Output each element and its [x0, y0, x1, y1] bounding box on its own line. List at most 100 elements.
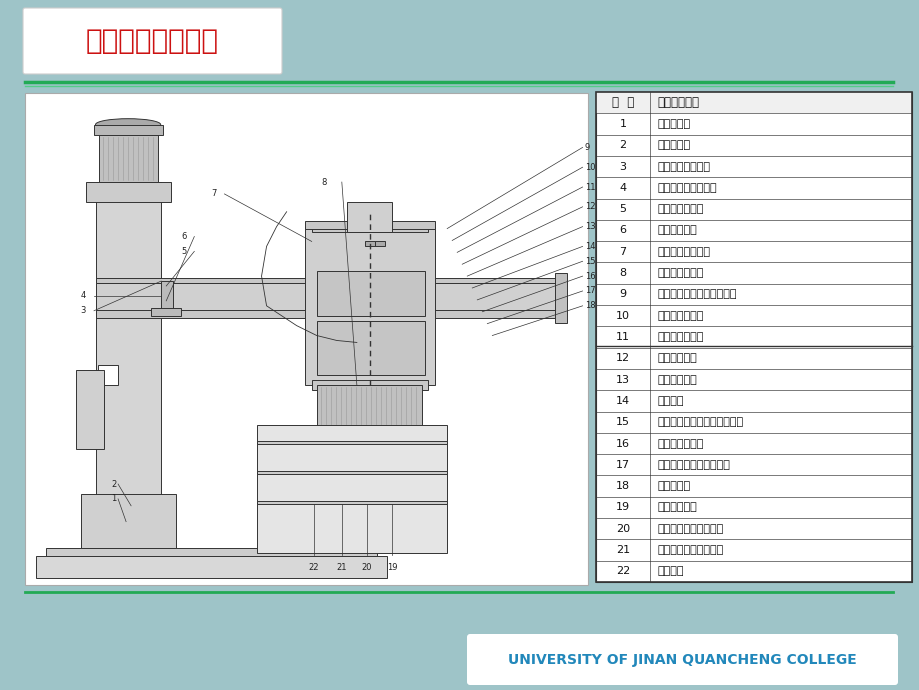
- Text: 接通、断开机动进给手柄: 接通、断开机动进给手柄: [657, 460, 730, 470]
- Text: 10: 10: [584, 163, 595, 172]
- Bar: [346, 202, 391, 232]
- Text: 7: 7: [210, 190, 216, 199]
- Circle shape: [124, 242, 132, 250]
- Text: 3: 3: [81, 306, 85, 315]
- Circle shape: [416, 288, 423, 294]
- Circle shape: [416, 264, 423, 269]
- Text: 5: 5: [181, 247, 186, 256]
- Text: 主轴正反转、变速、空挡手柄: 主轴正反转、变速、空挡手柄: [657, 417, 743, 427]
- Bar: [89, 533, 168, 549]
- Bar: [99, 135, 158, 182]
- Bar: [256, 501, 447, 504]
- Bar: [81, 494, 176, 549]
- Text: 14: 14: [584, 242, 595, 251]
- Bar: [312, 224, 427, 232]
- Text: 9: 9: [618, 289, 626, 299]
- Text: 刻度盘微调手把: 刻度盘微调手把: [657, 268, 703, 278]
- Bar: [94, 125, 163, 135]
- Text: 17: 17: [615, 460, 630, 470]
- Text: 部  位: 部 位: [611, 96, 633, 109]
- Text: 16: 16: [584, 272, 595, 281]
- FancyBboxPatch shape: [467, 634, 897, 685]
- Text: 21: 21: [336, 563, 346, 572]
- Text: 15: 15: [615, 417, 630, 427]
- Bar: [316, 271, 425, 316]
- Text: 21: 21: [615, 545, 630, 555]
- Text: 主电机启动按钮: 主电机启动按钮: [657, 310, 703, 321]
- Text: 11: 11: [615, 332, 630, 342]
- Ellipse shape: [320, 435, 420, 447]
- Bar: [96, 283, 557, 310]
- Bar: [76, 370, 104, 449]
- Bar: [98, 365, 118, 385]
- Text: 主轴箱、立柱松开按钮: 主轴箱、立柱松开按钮: [657, 524, 723, 534]
- Bar: [96, 310, 557, 317]
- Text: 13: 13: [584, 222, 595, 231]
- Text: 6: 6: [618, 226, 626, 235]
- Text: 9: 9: [584, 143, 589, 152]
- Text: 22: 22: [615, 566, 630, 576]
- Text: 主轴进给量预选旋扭: 主轴进给量预选旋扭: [657, 183, 717, 193]
- Text: 20: 20: [361, 563, 372, 572]
- Text: 3: 3: [618, 161, 626, 172]
- Bar: [596, 92, 911, 582]
- Text: 6: 6: [181, 232, 186, 241]
- Text: 8: 8: [618, 268, 626, 278]
- Bar: [554, 273, 566, 323]
- FancyBboxPatch shape: [23, 8, 282, 74]
- Bar: [85, 182, 171, 202]
- Text: 摇臂下降按钮: 摇臂下降按钮: [657, 375, 697, 384]
- Text: 19: 19: [386, 563, 397, 572]
- Text: 8: 8: [321, 177, 326, 186]
- Text: 操纵手柄名称: 操纵手柄名称: [657, 96, 699, 109]
- Text: 主轴箱、立柱夹紧按钮: 主轴箱、立柱夹紧按钮: [657, 545, 723, 555]
- Circle shape: [342, 248, 398, 304]
- Bar: [256, 471, 447, 474]
- Ellipse shape: [96, 119, 161, 130]
- Text: 15: 15: [584, 257, 595, 266]
- Bar: [312, 431, 426, 438]
- Text: 2: 2: [618, 140, 626, 150]
- Circle shape: [416, 275, 423, 281]
- Text: 总停按钮: 总停按钮: [657, 396, 684, 406]
- Text: 16: 16: [615, 439, 630, 449]
- Text: 微动进给手轮: 微动进给手轮: [657, 502, 697, 513]
- Text: 12: 12: [584, 202, 595, 211]
- Text: 18: 18: [584, 302, 595, 310]
- Text: 1: 1: [111, 495, 116, 504]
- Bar: [312, 380, 427, 390]
- Bar: [151, 308, 181, 316]
- Text: 冷却开关: 冷却开关: [657, 566, 684, 576]
- Text: 主轴箱移动手轮: 主轴箱移动手轮: [657, 204, 703, 214]
- Text: 10: 10: [615, 310, 630, 321]
- Text: 5: 5: [618, 204, 626, 214]
- Text: 冷却泵开关: 冷却泵开关: [657, 119, 690, 129]
- Text: 4: 4: [618, 183, 626, 193]
- Text: 定程切削限位手柄: 定程切削限位手柄: [657, 247, 710, 257]
- Text: UNIVERSITY OF JINAN QUANCHENG COLLEGE: UNIVERSITY OF JINAN QUANCHENG COLLEGE: [507, 653, 856, 667]
- Circle shape: [351, 258, 388, 294]
- Bar: [256, 442, 447, 444]
- Bar: [304, 221, 435, 228]
- Bar: [96, 182, 161, 549]
- Text: 1: 1: [618, 119, 626, 129]
- Text: 主轴平衡调整轴: 主轴平衡调整轴: [657, 439, 703, 449]
- Text: 摇臂上升按钮: 摇臂上升按钮: [657, 353, 697, 364]
- Text: 主轴箱、立柱夹紧选择开关: 主轴箱、立柱夹紧选择开关: [657, 289, 736, 299]
- Circle shape: [364, 270, 376, 282]
- Text: 13: 13: [615, 375, 630, 384]
- Text: 主电机停止按钮: 主电机停止按钮: [657, 332, 703, 342]
- Text: 4: 4: [81, 291, 85, 300]
- Bar: [25, 93, 587, 585]
- Bar: [316, 321, 425, 375]
- Bar: [161, 281, 173, 310]
- Text: 7: 7: [618, 247, 626, 257]
- Bar: [365, 241, 375, 246]
- Bar: [596, 92, 911, 113]
- Circle shape: [416, 251, 423, 257]
- Text: 12: 12: [615, 353, 630, 364]
- Text: 14: 14: [615, 396, 630, 406]
- Text: 主轴转速预选旋扭: 主轴转速预选旋扭: [657, 161, 710, 172]
- Text: 主轴移动手柄: 主轴移动手柄: [657, 226, 697, 235]
- Bar: [375, 241, 384, 246]
